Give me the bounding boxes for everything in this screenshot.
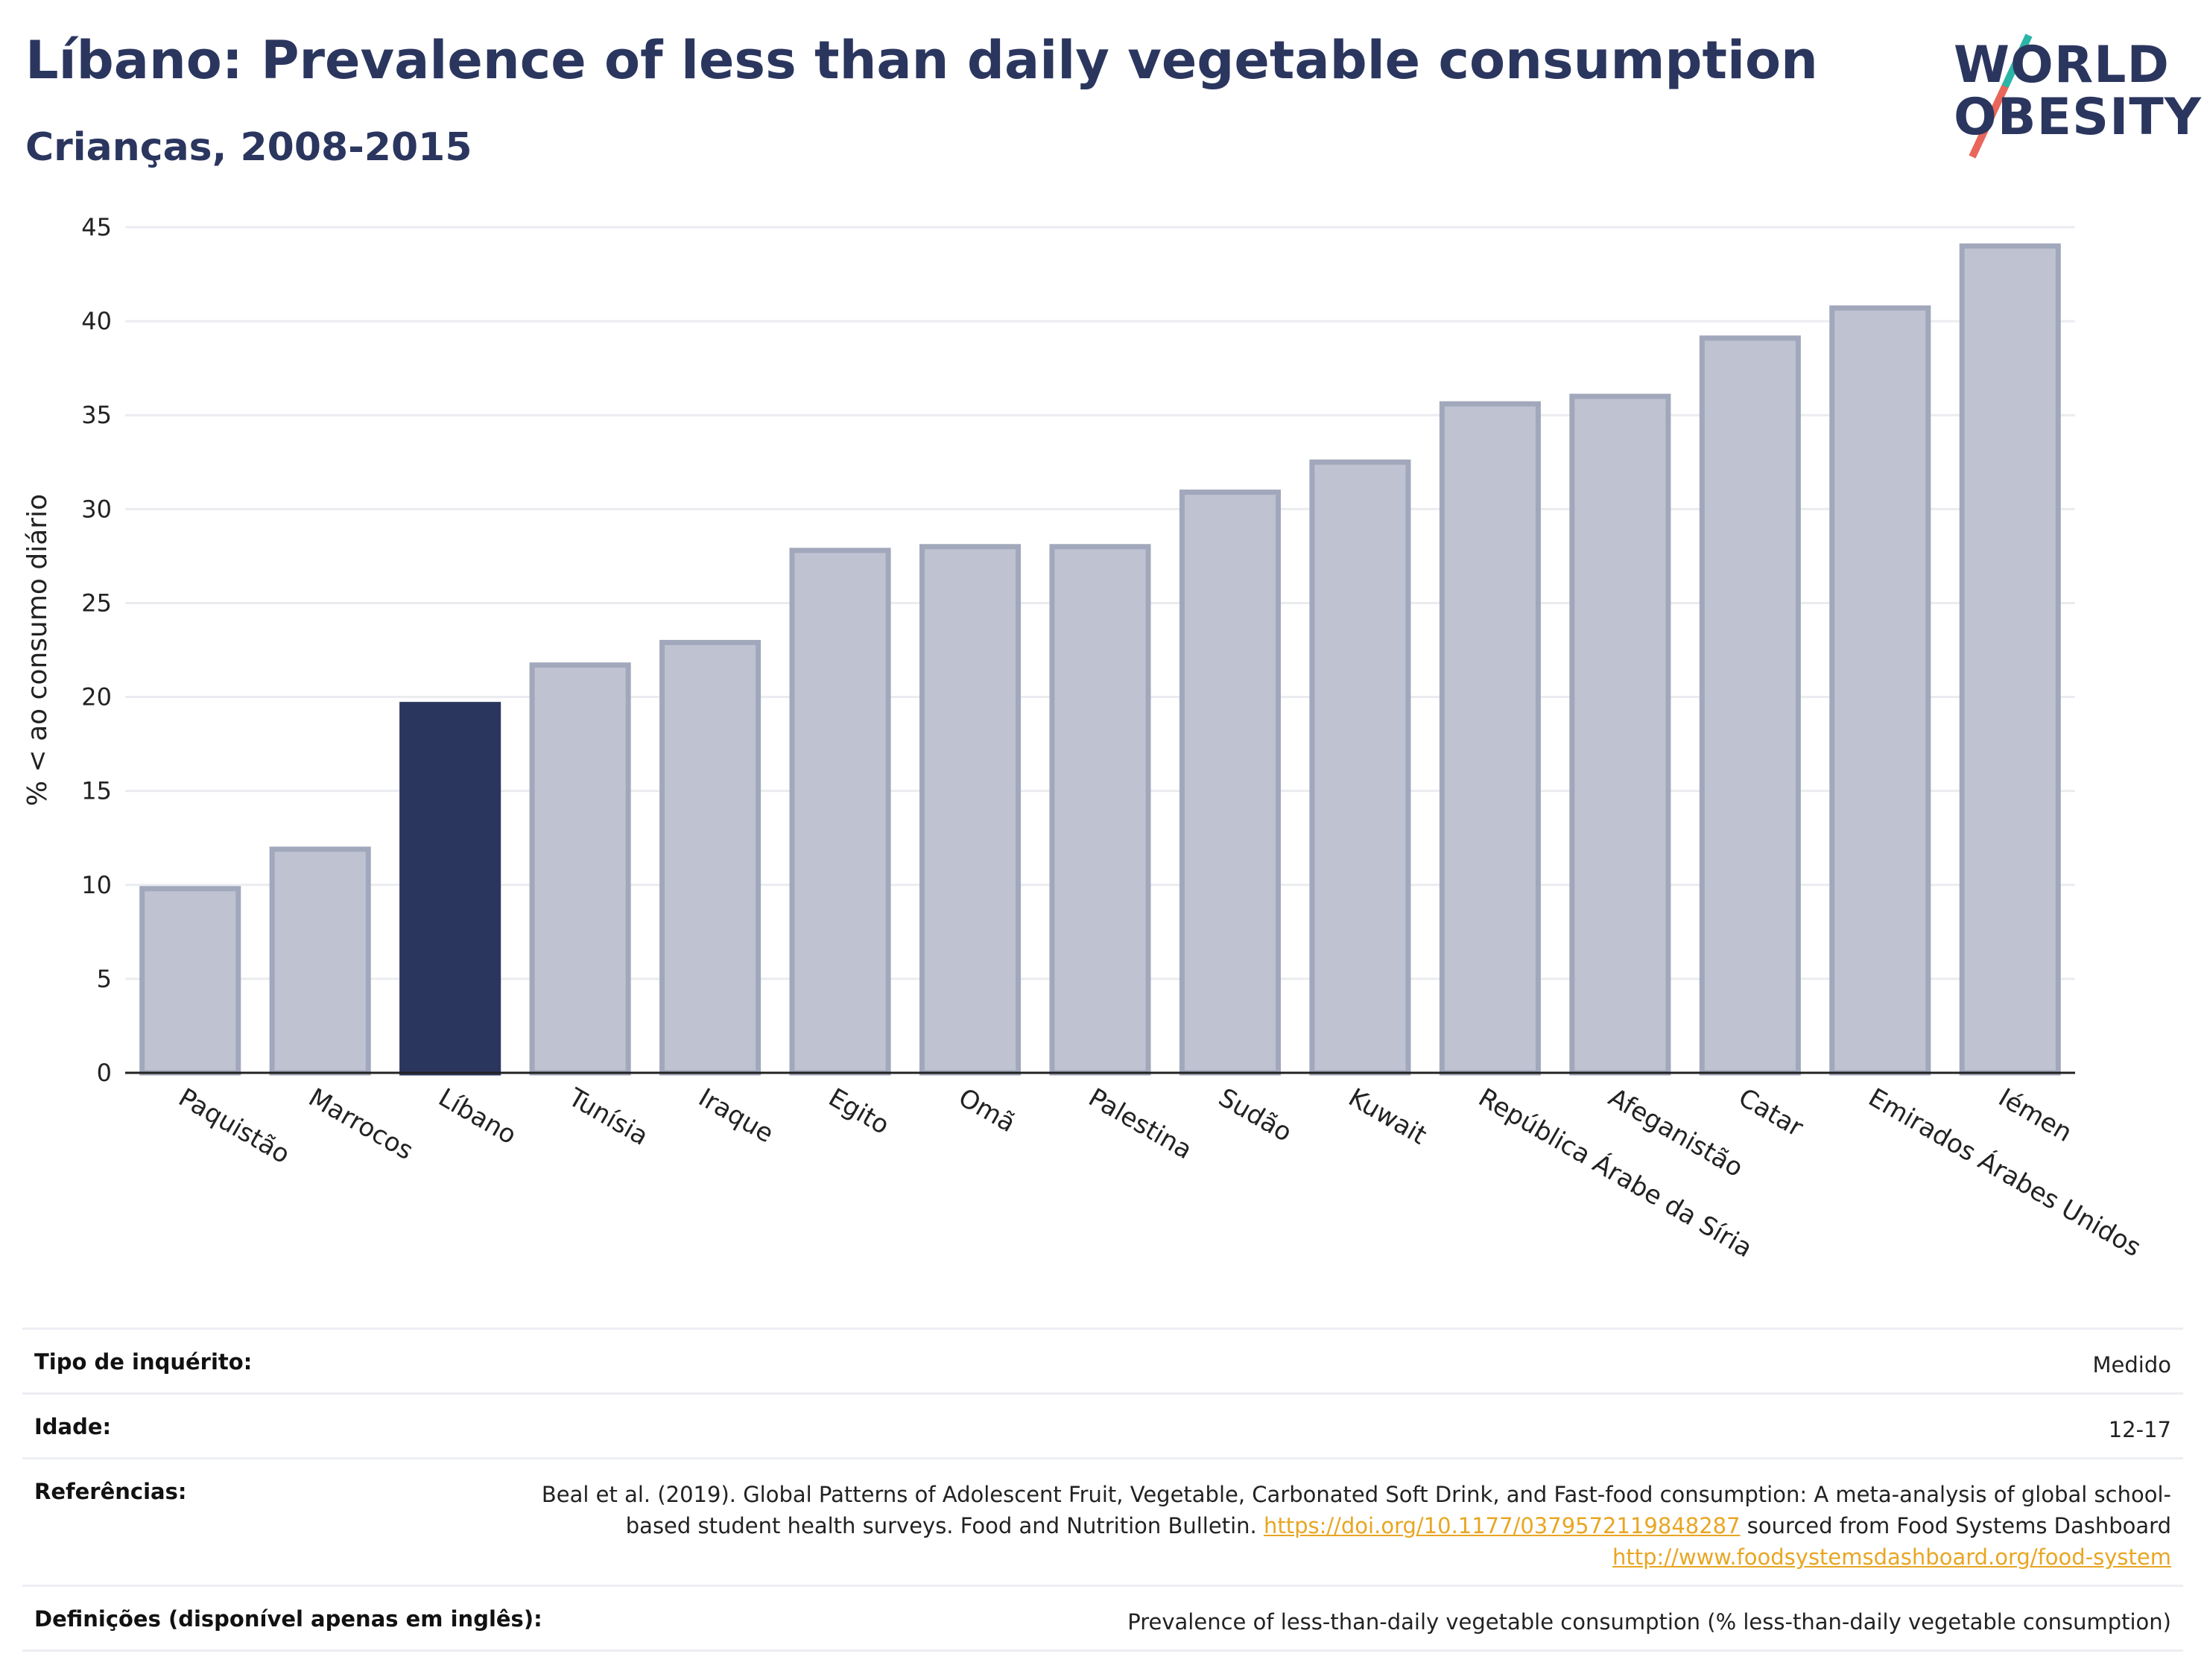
y-tick-label: 15: [81, 777, 112, 805]
bar[interactable]: [1829, 305, 1931, 1076]
bar[interactable]: [659, 639, 761, 1076]
references-label: Referências:: [34, 1479, 187, 1504]
x-tick-label: Marrocos: [303, 1083, 418, 1166]
doi-link[interactable]: https://doi.org/10.1177/0379572119848287: [1263, 1513, 1741, 1538]
x-tick-label: Palestina: [1083, 1083, 1197, 1165]
y-axis-label: % < ao consumo diário: [22, 494, 53, 806]
bar[interactable]: [269, 846, 371, 1076]
world-obesity-logo[interactable]: WORLD OBESITY: [1945, 19, 2201, 160]
x-tick-label: Sudão: [1213, 1083, 1296, 1148]
x-tick-label: Egito: [823, 1083, 894, 1141]
logo-line-1: WORLD: [1954, 36, 2170, 95]
y-tick-label: 5: [97, 965, 112, 993]
bar[interactable]: [1699, 335, 1801, 1076]
age-value: 12-17: [2108, 1417, 2171, 1442]
bar[interactable]: [789, 548, 891, 1076]
logo-line-2: OBESITY: [1954, 88, 2202, 147]
references-text-1: Beal et al. (2019). Global Patterns of A…: [541, 1482, 2171, 1538]
chart-title: Líbano: Prevalence of less than daily ve…: [25, 30, 1818, 91]
bar[interactable]: [1569, 393, 1671, 1076]
definitions-label: Definições (disponível apenas em inglês)…: [34, 1606, 542, 1632]
x-tick-label: Iémen: [1993, 1083, 2077, 1148]
y-tick-label: 25: [81, 589, 112, 617]
y-tick-label: 45: [81, 213, 112, 241]
y-tick-label: 35: [81, 401, 112, 429]
y-tick-label: 20: [81, 683, 112, 711]
meta-row-references: Referências: Beal et al. (2019). Global …: [22, 1457, 2183, 1585]
bar[interactable]: [1309, 459, 1411, 1076]
survey-type-value: Medido: [2092, 1352, 2171, 1378]
y-tick-label: 10: [81, 871, 112, 899]
x-tick-label: Tunísia: [563, 1083, 653, 1152]
bar[interactable]: [529, 662, 631, 1076]
bar[interactable]: [1049, 544, 1151, 1076]
meta-row-survey-type: Tipo de inquérito: Medido: [22, 1328, 2183, 1392]
bar-chart: 0 5 10 15 20 25 30 35 40 45 Paquistão Marrocos Líba…: [22, 213, 2147, 1264]
bar[interactable]: [1179, 489, 1282, 1076]
food-systems-link[interactable]: http://www.foodsystemsdashboard.org/food…: [1612, 1544, 2171, 1570]
y-tick-label: 0: [97, 1059, 112, 1087]
bars: [139, 243, 2061, 1076]
survey-type-label: Tipo de inquérito:: [34, 1349, 253, 1375]
x-tick-label: Iraque: [694, 1083, 779, 1149]
x-axis-labels: Paquistão Marrocos Líbano Tunísia Iraque Egit…: [174, 1082, 2147, 1264]
definitions-value: Prevalence of less-than-daily vegetable …: [1127, 1609, 2171, 1635]
bar[interactable]: [1439, 401, 1541, 1076]
x-tick-label: Kuwait: [1343, 1083, 1431, 1150]
age-label: Idade:: [34, 1414, 112, 1439]
bar[interactable]: [139, 886, 241, 1076]
y-axis-ticks: 0 5 10 15 20 25 30 35 40 45: [81, 213, 112, 1087]
bar[interactable]: [919, 544, 1022, 1076]
bar[interactable]: [1959, 243, 2061, 1076]
chart-subtitle: Crianças, 2008-2015: [25, 125, 472, 170]
metadata-table: Tipo de inquérito: Medido Idade: 12-17 R…: [22, 1328, 2183, 1652]
y-tick-label: 30: [81, 495, 112, 523]
meta-row-age: Idade: 12-17: [22, 1392, 2183, 1457]
meta-row-definitions: Definições (disponível apenas em inglês)…: [22, 1585, 2183, 1652]
references-text-2: sourced from Food Systems Dashboard: [1747, 1513, 2171, 1538]
x-tick-label: Paquistão: [174, 1083, 295, 1170]
x-tick-label: Omã: [954, 1083, 1021, 1138]
bar[interactable]: [399, 702, 501, 1076]
y-tick-label: 40: [81, 307, 112, 335]
x-tick-label: Catar: [1733, 1083, 1808, 1143]
x-tick-label: Líbano: [434, 1083, 522, 1150]
references-value: Beal et al. (2019). Global Patterns of A…: [532, 1479, 2171, 1573]
